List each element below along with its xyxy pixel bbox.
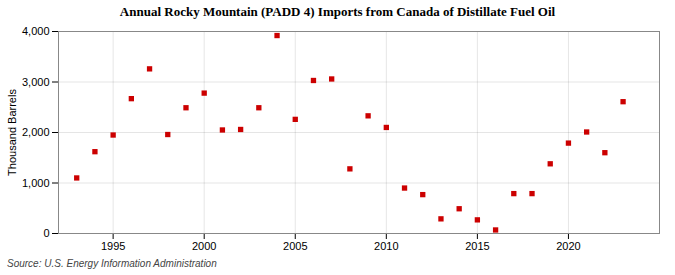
svg-text:4,000: 4,000: [22, 25, 50, 37]
svg-text:2,000: 2,000: [22, 126, 50, 138]
svg-text:0: 0: [43, 227, 49, 239]
html-text:Annual Rocky Mountain (PADD 4): Annual Rocky Mountain (PADD 4) Imports f…: [119, 4, 556, 19]
svg-text:2015: 2015: [465, 240, 489, 252]
svg-text:1,000: 1,000: [22, 177, 50, 189]
svg-text:2005: 2005: [283, 240, 307, 252]
svg-text:1995: 1995: [101, 240, 125, 252]
html-text:Source: U.S. Energy Informatio: Source: U.S. Energy Information Administ…: [7, 258, 217, 269]
svg-text:2020: 2020: [556, 240, 580, 252]
svg-text:2010: 2010: [374, 240, 398, 252]
svg-text:Thousand Barrels: Thousand Barrels: [6, 89, 18, 176]
svg-text:3,000: 3,000: [22, 76, 50, 88]
svg-text:2000: 2000: [192, 240, 216, 252]
